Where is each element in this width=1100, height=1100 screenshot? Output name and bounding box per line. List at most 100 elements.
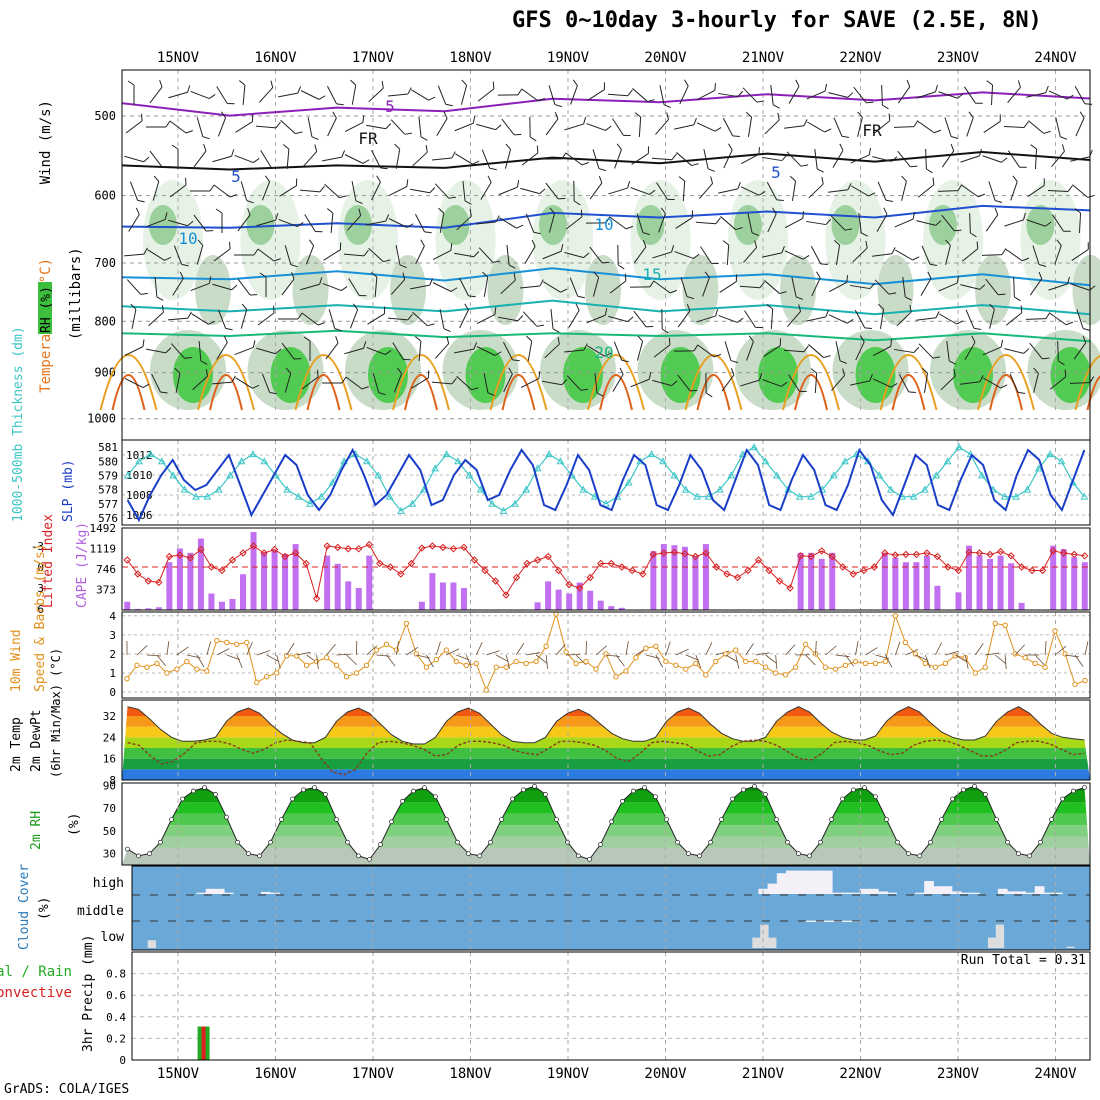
wind-barb: [299, 185, 325, 193]
wind-speed-marker: [693, 660, 699, 667]
dewpoint-line: [127, 739, 1085, 776]
wind-barb-flag: [824, 83, 828, 92]
li-tick-label: 6: [37, 603, 44, 616]
wind-barb: [257, 248, 281, 262]
wind-barb: [234, 340, 256, 356]
wind-barb-flag: [142, 339, 145, 347]
wind-barb-flag: [383, 259, 391, 263]
wind-barb-flag: [605, 125, 612, 131]
wind-barb-staff: [854, 309, 866, 329]
wind-barb: [217, 309, 233, 331]
li-marker: [902, 550, 910, 559]
wind-barb-flag: [249, 294, 258, 296]
wind-barb-flag: [142, 383, 150, 388]
wind-barb: [216, 335, 228, 360]
wind-barb-staff: [828, 314, 848, 324]
wind-barb-staff: [881, 84, 883, 106]
wind-barb: [938, 275, 960, 292]
wind-barb-staff: [432, 250, 452, 260]
wind-barb-staff: [961, 248, 979, 262]
wind-barb-flag: [909, 304, 912, 313]
cloud-cell: [887, 892, 898, 894]
wind-barb-staff: [902, 277, 906, 297]
wind-barb-staff: [586, 123, 606, 131]
li-marker: [197, 545, 205, 554]
wind-barb: [392, 342, 411, 361]
wind-barb-staff: [279, 185, 297, 197]
wind-barb-10m: [745, 643, 754, 656]
thickness-line: [127, 446, 1085, 512]
wind-barb-staff: [764, 280, 780, 294]
rh-marker: [928, 839, 933, 845]
wind-barb: [415, 213, 432, 234]
wind-barb: [833, 239, 841, 265]
wind-barb-flag: [558, 197, 566, 200]
wind-barb: [1071, 242, 1089, 262]
wind-barb-flag: [766, 304, 774, 310]
wind-barb: [1051, 144, 1065, 167]
wind-barb-staff: [784, 250, 804, 260]
thickness-marker: [1034, 464, 1043, 472]
wind-barb-staff: [173, 245, 183, 265]
wind-barb: [439, 309, 451, 333]
wind-barb-flag: [508, 264, 516, 269]
wind-barb-flag: [1058, 360, 1065, 366]
thickness-marker: [955, 443, 963, 451]
cloud-cell: [813, 870, 824, 894]
wind-barb: [190, 90, 216, 100]
wind-barb: [592, 149, 606, 172]
wind-barb-staff: [855, 341, 865, 361]
isotherm-line: [121, 204, 1091, 229]
rh-marker: [961, 787, 966, 793]
x-tick-bottom: 23NOV: [937, 1066, 980, 1082]
wind-speed-marker: [792, 664, 799, 670]
li-marker: [565, 580, 573, 589]
wind-barb: [770, 85, 780, 109]
wind-barb-flag: [231, 149, 235, 157]
wind-barb-10m: [456, 654, 470, 661]
wind-barb-flag: [956, 320, 964, 325]
wind-barb-flag: [730, 367, 735, 376]
wind-barb: [366, 346, 392, 356]
wind-barb-staff: [946, 341, 950, 361]
cloud-cell: [1025, 892, 1036, 894]
thickness-marker: [442, 450, 451, 458]
minmax-axis-label: (6hr Min/Max) (°C): [49, 648, 63, 778]
wind-barb: [414, 336, 422, 362]
wind-barb: [700, 246, 719, 264]
wind-barb-staff: [476, 314, 496, 324]
wind-barb-flag: [252, 384, 260, 389]
rh-marker: [587, 856, 592, 862]
li-marker: [817, 547, 826, 555]
wind-barb-staff: [501, 118, 515, 136]
cloud-cell: [214, 888, 225, 894]
wind-barb-staff: [570, 85, 578, 105]
wind-speed-marker: [303, 662, 310, 669]
li-marker: [775, 577, 784, 585]
wind-speed-marker: [623, 668, 629, 674]
wind-barb-flag: [143, 247, 148, 255]
wind-speed-marker: [543, 643, 549, 649]
wind-barb: [1048, 90, 1074, 100]
wind-barb: [633, 239, 647, 264]
wind-barb-flag: [957, 184, 963, 191]
li-marker: [376, 559, 384, 568]
wind-barb: [585, 216, 611, 224]
li-tick-label: 0: [37, 561, 44, 574]
wind-barb-flag: [295, 131, 303, 135]
wind-barb: [483, 373, 495, 397]
wind-barb: [763, 338, 781, 357]
wind-barb-staff: [328, 309, 336, 329]
wind-barb: [279, 178, 298, 197]
wind-barb: [217, 111, 227, 137]
wind-barb-10m: [755, 652, 770, 656]
wind-barb-staff: [586, 314, 606, 324]
wind-barb-staff: [366, 124, 386, 130]
wind-barb-10m: [246, 642, 253, 656]
wind-tick-label: 1: [109, 667, 116, 680]
cape-bar: [660, 544, 667, 610]
rh-marker: [609, 819, 614, 825]
wind-barb-staff: [917, 184, 935, 198]
wind-barb-staff: [351, 181, 357, 201]
wind-barb: [480, 175, 492, 200]
